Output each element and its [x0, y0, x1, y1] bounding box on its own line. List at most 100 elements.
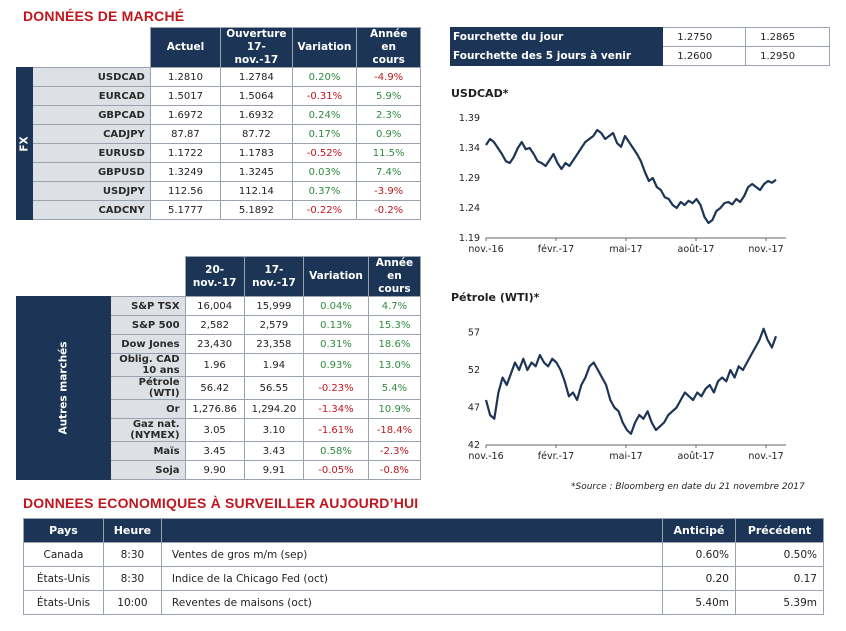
market-title: DONNÉES DE MARCHÉ — [23, 8, 185, 24]
eco-previous: 0.17 — [735, 566, 824, 591]
ytd-value: -4.9% — [356, 67, 421, 87]
other-header: 17-nov.-17 — [243, 256, 305, 297]
y-tick-label: 1.19 — [459, 233, 480, 244]
eco-indicator: Ventes de gros m/m (sep) — [160, 542, 664, 567]
eco-expected: 5.40m — [662, 590, 736, 615]
current-value: 3.05 — [184, 418, 245, 442]
ytd-value: 7.4% — [356, 162, 421, 182]
current-value: 5.1777 — [149, 200, 222, 220]
fx-table: Actuel Ouverture 17-nov.-17 Variation An… — [15, 27, 421, 220]
eco-country: États-Unis — [23, 566, 104, 591]
variation-value: -0.23% — [303, 376, 369, 400]
range-label: Fourchette des 5 jours à venir — [449, 46, 664, 66]
row-label: S&P TSX — [110, 296, 186, 316]
fx-header: Variation — [291, 27, 358, 68]
x-tick-label: nov.-17 — [748, 451, 783, 462]
ytd-value: 11.5% — [356, 143, 421, 163]
open-value: 5.1892 — [220, 200, 293, 220]
range-low: 1.2600 — [662, 46, 747, 66]
row-label: USDJPY — [32, 181, 151, 201]
open-value: 1,294.20 — [243, 399, 305, 419]
variation-value: -1.34% — [303, 399, 369, 419]
variation-value: 0.13% — [303, 315, 369, 335]
table-row: Gaz nat. (NYMEX) 3.05 3.10 -1.61% -18.4% — [17, 418, 422, 442]
ytd-value: 10.9% — [367, 399, 422, 419]
row-label: EURCAD — [32, 86, 151, 106]
other-header: Année en cours — [367, 256, 422, 297]
table-row: Oblig. CAD 10 ans 1.96 1.94 0.93% 13.0% — [17, 353, 422, 377]
usdcad-chart-title: USDCAD* — [451, 87, 509, 100]
table-row: Autres marchés S&P TSX 16,004 15,999 0.04% 4.… — [15, 296, 422, 480]
open-value: 1.1783 — [220, 143, 293, 163]
other-side-label-text: Autres marchés — [57, 341, 70, 435]
eco-indicator: Reventes de maisons (oct) — [160, 590, 664, 615]
open-value: 1.94 — [243, 353, 305, 377]
open-value: 3.43 — [243, 441, 305, 461]
eco-country: États-Unis — [23, 590, 104, 615]
ytd-value: -3.9% — [356, 181, 421, 201]
table-row: États-Unis 8:30 Indice de la Chicago Fed (… — [23, 566, 824, 591]
ytd-value: -0.2% — [356, 200, 421, 220]
table-row: EURUSD 1.1722 1.1783 -0.52% 11.5% — [17, 143, 421, 163]
variation-value: -1.61% — [303, 418, 369, 442]
range-low: 1.2750 — [662, 27, 747, 47]
variation-value: -0.52% — [291, 143, 358, 163]
x-tick-label: mai-17 — [609, 451, 642, 462]
table-row: États-Unis 10:00 Reventes de maisons (oct)… — [23, 590, 824, 615]
y-tick-label: 1.34 — [459, 143, 480, 154]
variation-value: 0.17% — [291, 124, 358, 144]
variation-value: 0.04% — [303, 296, 369, 316]
open-value: 87.72 — [220, 124, 293, 144]
eco-expected: 0.20 — [662, 566, 736, 591]
open-value: 1.6932 — [220, 105, 293, 125]
source-note: *Source : Bloomberg en date du 21 novemb… — [571, 482, 805, 492]
row-label: S&P 500 — [110, 315, 186, 335]
series-line — [484, 327, 778, 435]
row-label: Dow Jones — [110, 334, 186, 354]
other-markets-table: 20-nov.-17 17-nov.-17 Variation Année en… — [15, 256, 422, 480]
current-value: 1.2810 — [149, 67, 222, 87]
ytd-value: 4.7% — [367, 296, 422, 316]
table-row: CADJPY 87.87 87.72 0.17% 0.9% — [17, 124, 421, 144]
table-row: CADCNY 5.1777 5.1892 -0.22% -0.2% — [17, 200, 421, 220]
ytd-value: 2.3% — [356, 105, 421, 125]
variation-value: 0.58% — [303, 441, 369, 461]
ytd-value: 5.4% — [367, 376, 422, 400]
ytd-value: 5.9% — [356, 86, 421, 106]
open-value: 56.55 — [243, 376, 305, 400]
current-value: 1,276.86 — [184, 399, 245, 419]
current-value: 1.96 — [184, 353, 245, 377]
table-row: FX USDCAD 1.2810 1.2784 0.20% -4.9% — [15, 67, 421, 220]
variation-value: 0.20% — [291, 67, 358, 87]
open-value: 15,999 — [243, 296, 305, 316]
fx-side-label: FX — [15, 67, 34, 220]
eco-time: 10:00 — [102, 590, 162, 615]
eco-expected: 0.60% — [662, 542, 736, 567]
current-value: 1.3249 — [149, 162, 222, 182]
row-label: GBPCAD — [32, 105, 151, 125]
current-value: 16,004 — [184, 296, 245, 316]
ytd-value: 13.0% — [367, 353, 422, 377]
eco-header-indicator — [160, 518, 664, 543]
table-row: EURCAD 1.5017 1.5064 -0.31% 5.9% — [17, 86, 421, 106]
eco-time: 8:30 — [102, 542, 162, 567]
current-value: 23,430 — [184, 334, 245, 354]
row-label: GBPUSD — [32, 162, 151, 182]
range-high: 1.2865 — [745, 27, 830, 47]
x-tick-label: mai-17 — [609, 244, 642, 255]
current-value: 1.5017 — [149, 86, 222, 106]
eco-header-previous: Précédent — [735, 518, 824, 543]
variation-value: 0.37% — [291, 181, 358, 201]
other-header: 20-nov.-17 — [184, 256, 245, 297]
y-tick-label: 1.29 — [459, 173, 480, 184]
series-line — [485, 128, 777, 225]
y-tick-label: 42 — [468, 440, 480, 451]
current-value: 1.1722 — [149, 143, 222, 163]
y-tick-label: 47 — [468, 403, 480, 414]
current-value: 87.87 — [149, 124, 222, 144]
eco-title: DONNEES ECONOMIQUES À SURVEILLER AUJOURD… — [23, 495, 419, 511]
open-value: 1.5064 — [220, 86, 293, 106]
x-tick-label: nov.-17 — [748, 244, 783, 255]
table-row: Dow Jones 23,430 23,358 0.31% 18.6% — [17, 334, 422, 354]
